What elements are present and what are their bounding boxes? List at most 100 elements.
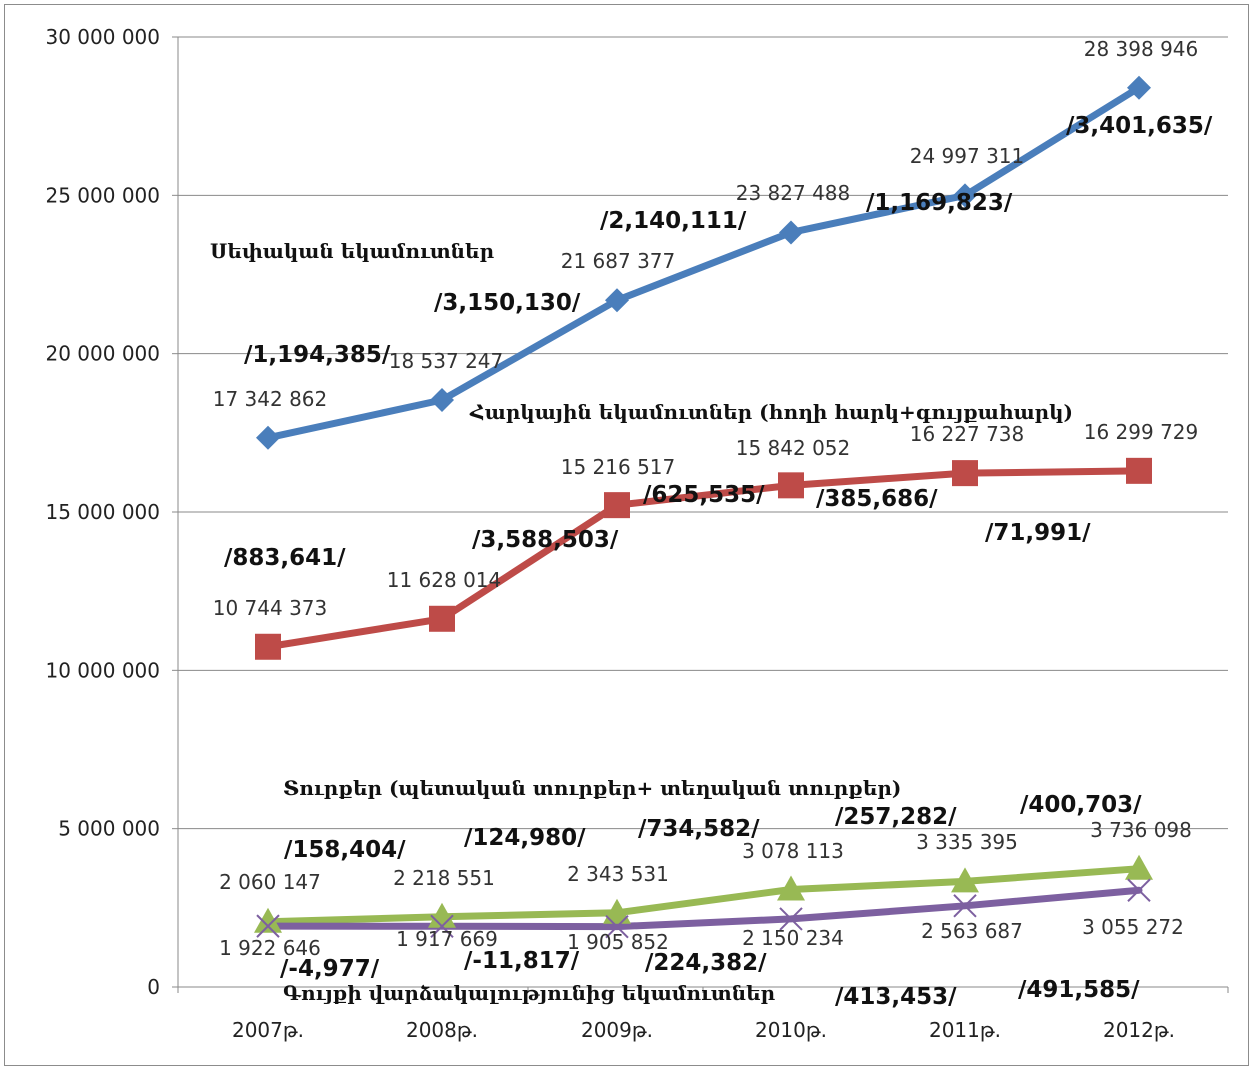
data-point [1125,854,1153,880]
series-lines [264,84,1143,931]
series-name-rental-revenues: Գույքի վարձակալությունից եկամուտներ [283,981,776,1005]
data-label: 1 917 669 [396,927,498,951]
data-point [779,220,803,245]
x-tick-label: 2007թ. [232,1018,304,1042]
series-name-tax-revenues: Հարկային եկամուտներ (հողի հարկ+գույքահար… [469,400,1073,424]
change-annotation: /883,641/ [224,545,346,571]
change-annotation: /3,150,130/ [434,290,581,316]
data-label: 1 922 646 [219,936,321,960]
change-annotation: /2,140,111/ [600,208,747,234]
data-label: 21 687 377 [561,249,676,273]
data-label: 3 078 113 [742,839,844,863]
data-point [1126,457,1152,484]
data-point [429,605,455,632]
data-point-stroke [430,914,454,938]
change-annotation: /-4,977/ [280,956,380,982]
x-tick-label: 2012թ. [1103,1018,1175,1042]
data-point [256,914,280,938]
data-point [953,894,977,918]
data-label: 18 537 247 [389,349,504,373]
y-tick-label: 0 [147,975,160,999]
data-label: 2 150 234 [742,926,844,950]
data-point [1127,75,1151,100]
data-point [1127,878,1151,902]
data-point-stroke [605,914,629,939]
series-name-fees: Տուրքեր (պետական տուրքեր+ տեղական տուրքե… [283,776,901,800]
series-line-3 [264,886,1143,931]
data-point [254,907,282,933]
y-tick-label: 15 000 000 [45,500,160,524]
data-label: 16 299 729 [1084,420,1199,444]
data-label: 24 997 311 [910,144,1025,168]
grid-layer [178,36,1228,830]
data-point [603,898,631,924]
x-tick-label: 2011թ. [929,1018,1001,1042]
data-label: 15 216 517 [561,455,676,479]
data-point [255,633,281,660]
change-annotation: /-11,817/ [464,948,580,974]
data-label: 2 343 531 [567,862,669,886]
change-annotation: /71,991/ [985,520,1091,546]
y-tick-label: 10 000 000 [45,658,160,682]
data-point-stroke [779,907,803,931]
data-point [605,288,629,313]
change-annotation: /385,686/ [816,486,938,512]
data-point [605,914,629,939]
change-annotation: /3,588,503/ [472,527,619,553]
data-label: 3 055 272 [1082,915,1184,939]
data-point [604,492,630,519]
data-point [952,460,978,487]
data-point [953,183,977,208]
data-point [778,472,804,499]
change-annotation: /1,169,823/ [866,190,1013,216]
data-point-stroke [1127,878,1151,902]
series-name-own-revenues: Սեփական եկամուտներ [210,239,495,263]
series-markers [254,75,1153,939]
data-label: 3 736 098 [1090,818,1192,842]
data-point-stroke [256,914,280,938]
data-label: 11 628 014 [387,568,502,592]
x-tick-label: 2010թ. [755,1018,827,1042]
data-label: 16 227 738 [910,422,1025,446]
x-tick-label: 2008թ. [406,1018,478,1042]
change-annotations: /1,194,385/ /3,150,130/ /2,140,111/ /1,169,… [224,113,1213,1010]
y-tick-label: 5 000 000 [58,817,160,841]
y-tick-label: 20 000 000 [45,342,160,366]
change-annotation: /224,382/ [645,950,767,976]
data-label: 15 842 052 [736,436,851,460]
axis-layer: 0 5 000 000 10 000 000 15 000 000 20 000 000… [45,25,1229,1042]
change-annotation: /625,535/ [643,482,765,508]
data-point [428,902,456,928]
data-label: 2 218 551 [393,866,495,890]
data-point [256,425,280,450]
chart-frame [4,4,1249,1066]
change-annotation: /3,401,635/ [1066,113,1213,139]
y-tick-label: 25 000 000 [45,183,160,207]
change-annotation: /1,194,385/ [244,342,391,368]
change-annotation: /413,453/ [835,984,957,1010]
change-annotation: /491,585/ [1018,977,1140,1003]
data-point [430,914,454,938]
x-tick-label: 2009թ. [581,1018,653,1042]
data-point [951,867,979,893]
change-annotation: /400,703/ [1020,792,1142,818]
data-point [779,907,803,931]
data-label: 10 744 373 [213,596,328,620]
data-label: 28 398 946 [1084,37,1199,61]
series-line-2 [264,865,1143,926]
y-tick-label: 30 000 000 [45,25,160,49]
change-annotation: /734,582/ [638,816,760,842]
change-annotation: /124,980/ [464,825,586,851]
change-annotation: /257,282/ [835,804,957,830]
change-annotation: /158,404/ [284,837,406,863]
data-point-stroke [953,894,977,918]
series-line-0 [264,84,1143,442]
data-point [777,875,805,901]
series-line-1 [264,467,1143,651]
data-label: 3 335 395 [916,830,1018,854]
data-labels: 17 342 862 18 537 247 21 687 377 23 827 488… [213,37,1199,960]
data-label: 17 342 862 [213,387,328,411]
data-label: 2 563 687 [921,919,1023,943]
data-point [430,387,454,412]
